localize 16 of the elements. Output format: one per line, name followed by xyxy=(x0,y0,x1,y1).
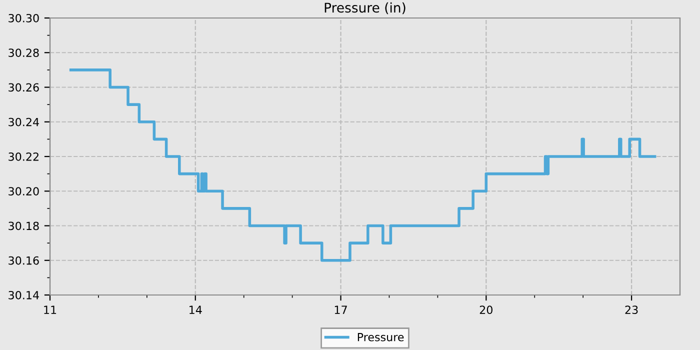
x-tick-label: 17 xyxy=(334,306,347,314)
x-tick-label: 14 xyxy=(190,306,202,314)
y-tick-label: 30.26 xyxy=(8,83,39,92)
y-tick-label: 30.22 xyxy=(8,152,38,161)
y-tick-label: 30.18 xyxy=(8,222,39,230)
y-tick-label: 30.14 xyxy=(8,290,39,300)
y-tick-label: 30.24 xyxy=(8,118,39,126)
y-tick-label: 30.30 xyxy=(8,14,39,22)
y-tick-label: 30.28 xyxy=(8,48,39,58)
x-tick-label: 23 xyxy=(625,306,638,314)
x-tick-label: 11 xyxy=(44,306,56,314)
y-tick-label: 30.16 xyxy=(8,256,39,265)
x-tick-label: 20 xyxy=(480,306,492,314)
y-tick-label: 30.20 xyxy=(8,187,39,196)
legend-label: Pressure xyxy=(358,333,404,342)
chart-title: Pressure (in) xyxy=(324,2,406,14)
